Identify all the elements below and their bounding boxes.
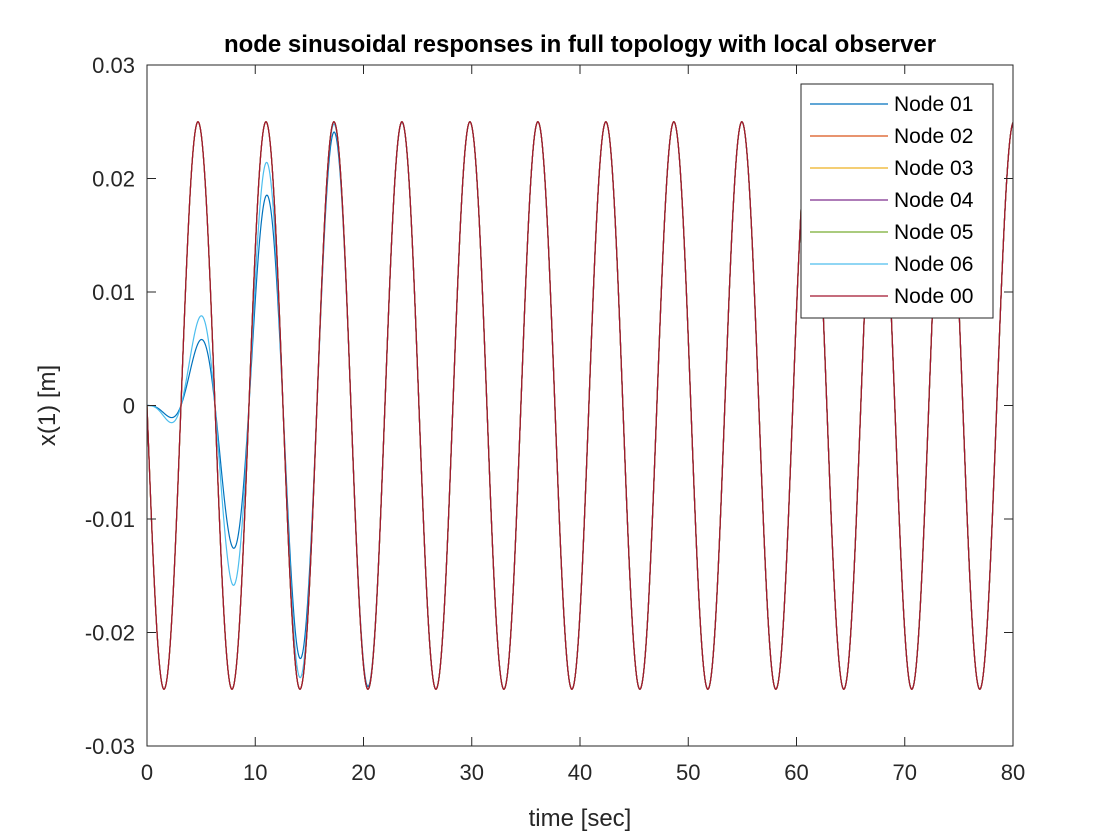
y-tick-label: 0.03 [92, 53, 135, 78]
x-tick-label: 70 [893, 760, 917, 785]
x-axis-label: time [sec] [529, 805, 632, 832]
y-tick-label: 0.01 [92, 280, 135, 305]
x-tick-label: 80 [1001, 760, 1025, 785]
x-tick-label: 50 [676, 760, 700, 785]
y-tick-label: -0.02 [85, 621, 135, 646]
y-axis-label: x(1) [m] [34, 365, 61, 446]
legend-label: Node 01 [894, 93, 973, 116]
legend-label: Node 04 [894, 189, 974, 212]
chart-title: node sinusoidal responses in full topolo… [224, 31, 936, 58]
x-tick-label: 60 [784, 760, 808, 785]
y-tick-label: 0 [123, 394, 135, 419]
x-tick-label: 10 [243, 760, 267, 785]
legend-label: Node 03 [894, 157, 973, 180]
legend-label: Node 06 [894, 253, 973, 276]
legend-label: Node 00 [894, 285, 973, 308]
x-tick-label: 30 [460, 760, 484, 785]
legend: Node 01 Node 02 Node 03 Node 04 Node 05 Node … [800, 83, 994, 319]
legend-label: Node 05 [894, 221, 973, 244]
legend-label: Node 02 [894, 125, 973, 148]
x-tick-label: 40 [568, 760, 592, 785]
y-tick-label: -0.03 [85, 734, 135, 759]
axis-ticks: 0 10 20 30 40 50 60 70 80 -0.03 -0.02 -0.01 0 0.01 0.0… [85, 53, 1025, 785]
y-tick-label: -0.01 [85, 507, 135, 532]
y-tick-label: 0.02 [92, 167, 135, 192]
x-tick-label: 20 [351, 760, 375, 785]
legend-box [800, 83, 994, 319]
x-tick-label: 0 [141, 760, 153, 785]
